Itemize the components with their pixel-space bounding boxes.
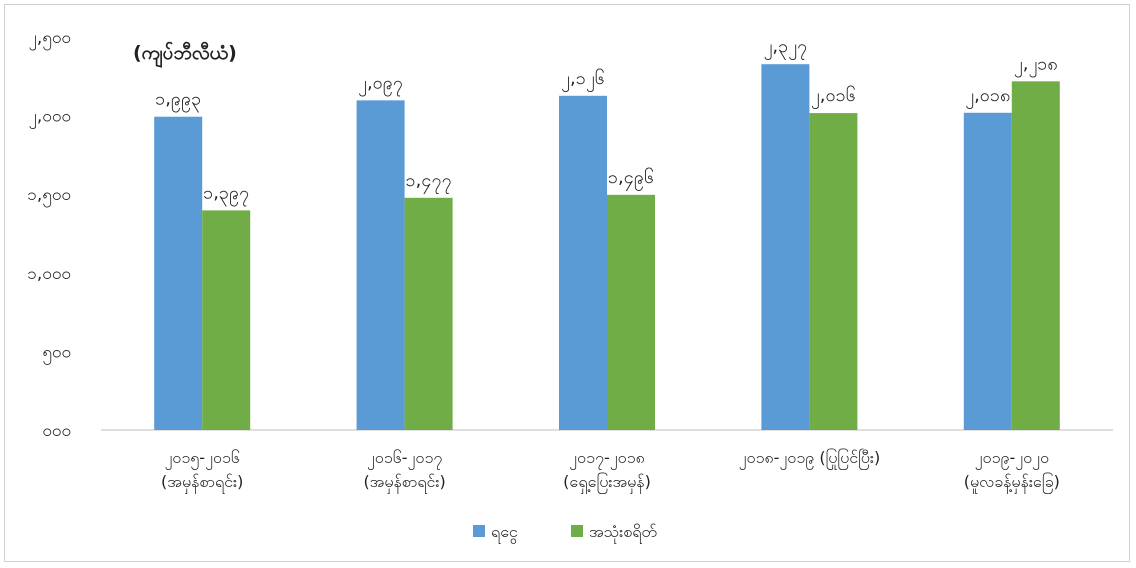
x-tick-label: ၂၀၁၈-၂၀၁၉ (ပြုပြင်ပြီး) — [739, 448, 881, 470]
x-tick-label: ၂၀၁၅-၂၀၁၆ — [164, 448, 240, 470]
unit-label: (ကျပ်ဘီလီယံ) — [133, 40, 237, 68]
bar-revenue — [963, 112, 1012, 431]
x-tick-label: (မူလခန့်မှန်းခြေ) — [964, 472, 1060, 494]
bar-revenue — [154, 116, 203, 430]
y-tick-label: ၁,၅၀၀ — [27, 185, 71, 208]
data-label: ၂,၀၁၈ — [965, 85, 1010, 109]
y-tick-label: ၀၀၀ — [42, 421, 71, 441]
data-label: ၂,၁၂၆ — [561, 68, 605, 92]
bar-expenditure — [809, 113, 858, 430]
y-tick-label: ၂,၅၀၀ — [29, 28, 71, 51]
y-tick-label: ၂,၀၀၀ — [29, 107, 71, 130]
legend-label: အသုံးစရိတ် — [589, 522, 657, 544]
data-label: ၂,၀၉၇ — [358, 72, 403, 96]
data-label: ၁,၄၉၆ — [608, 167, 654, 191]
legend-swatch — [571, 525, 583, 537]
x-tick-label: (အမှန်စာရင်း) — [161, 472, 243, 494]
chart-frame: ၀၀၀ ၅၀၀ ၁,၀၀၀ ၁,၅၀၀ ၂,၀၀၀ ၂,၅၀၀ ၁,၉၉၃ ၂,၀၉၇ ၂,၁… — [4, 4, 1130, 562]
bar-revenue — [356, 100, 405, 431]
data-label: ၂,၀၁၆ — [811, 85, 856, 109]
bar-expenditure — [404, 197, 453, 430]
legend-swatch — [473, 525, 485, 537]
y-tick-label: ၅၀၀ — [42, 342, 71, 365]
revenue-expenditure-chart: ၀၀၀ ၅၀၀ ၁,၀၀၀ ၁,၅၀၀ ၂,၀၀၀ ၂,၅၀၀ ၁,၉၉၃ ၂,၀၉၇ ၂,၁… — [27, 28, 1113, 544]
x-tick-label: ၂၀၁၇-၂၀၁၈ — [569, 448, 645, 470]
data-label: ၂,၂၁၈ — [1014, 53, 1058, 77]
bar-revenue — [559, 95, 607, 431]
x-tick-label: ၂၀၁၆-၂၀၁၇ — [367, 448, 443, 470]
x-tick-label: ၂၀၁၉-၂၀၂၀ — [975, 448, 1049, 470]
x-tick-label: (အမှန်စာရင်း) — [363, 472, 445, 494]
y-tick-label: ၁,၀၀၀ — [27, 264, 71, 284]
bar-revenue — [761, 64, 810, 430]
data-label: ၁,၃၉၇ — [203, 182, 249, 206]
x-tick-label: (ရှေ့ပြေးအမှန်) — [563, 472, 651, 494]
data-label: ၂,၃၂၇ — [764, 36, 808, 60]
bar-expenditure — [1011, 81, 1060, 431]
bar-expenditure — [607, 194, 655, 430]
legend-label: ရငွေ — [491, 522, 518, 544]
data-label: ၁,၄၇၇ — [405, 170, 451, 194]
data-label: ၁,၉၉၃ — [155, 89, 201, 113]
bar-expenditure — [202, 210, 251, 430]
